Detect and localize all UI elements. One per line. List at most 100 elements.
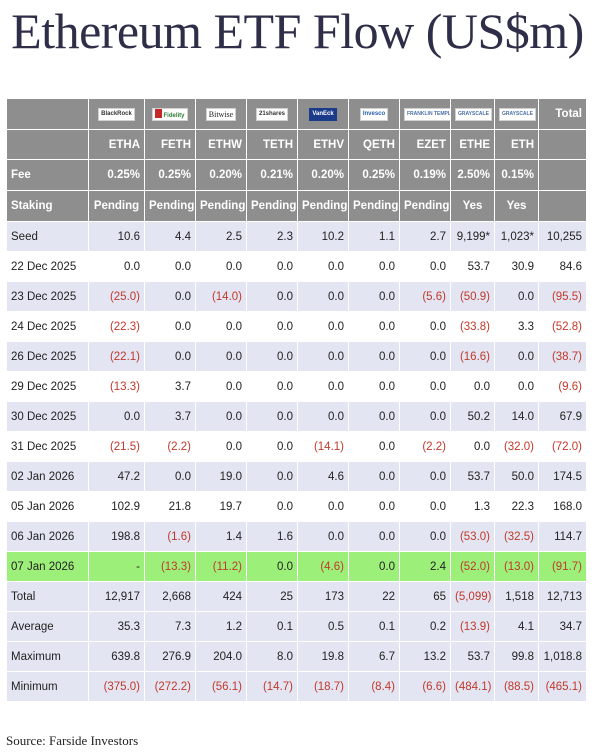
flow-value-cell: 53.7	[450, 641, 495, 672]
flow-value-cell: 2,668	[144, 581, 196, 612]
flow-value-cell: 0.0	[246, 461, 298, 492]
flow-value-cell: (9.6)	[538, 371, 587, 402]
flow-value-cell: 3.7	[144, 371, 196, 402]
flow-value-cell: 0.0	[144, 311, 196, 342]
fee-cell: 0.19%	[399, 159, 451, 191]
flow-value-cell: 0.0	[246, 551, 298, 582]
flow-value-cell: 0.0	[246, 251, 298, 282]
flow-value-cell: (21.5)	[88, 431, 145, 462]
invesco-logo-icon: Invesco	[359, 107, 389, 121]
staking-cell: Yes	[494, 190, 539, 222]
flow-value-cell: 2.5	[195, 221, 247, 252]
flow-value-cell: 204.0	[195, 641, 247, 672]
flow-value-cell: 0.0	[246, 491, 298, 522]
source-note: Source: Farside Investors	[6, 733, 139, 748]
flow-value-cell: (8.4)	[348, 671, 400, 702]
row-label: Total	[6, 581, 89, 612]
flow-value-cell: 0.0	[348, 251, 400, 282]
flow-value-cell: (14.1)	[297, 431, 349, 462]
fee-cell: 0.20%	[195, 159, 247, 191]
table-row: Seed 10.6 4.4 2.5 2.3 10.2 1.1 2.7 9,199* 1,023* 1…	[6, 221, 587, 252]
flow-value-cell: 0.0	[195, 431, 247, 462]
flow-value-cell: (6.6)	[399, 671, 451, 702]
flow-value-cell: 3.7	[144, 401, 196, 432]
flow-value-cell: 0.0	[348, 401, 400, 432]
flow-value-cell: (88.5)	[494, 671, 539, 702]
table-row: 24 Dec 2025 (22.3) 0.0 0.0 0.0 0.0 0.0 0.0 (33.8…	[6, 311, 587, 342]
flow-value-cell: 0.0	[348, 461, 400, 492]
flow-value-cell: (33.8)	[450, 311, 495, 342]
flow-value-cell: 0.0	[88, 251, 145, 282]
flow-value-cell: 639.8	[88, 641, 145, 672]
flow-value-cell: 25	[246, 581, 298, 612]
flow-value-cell: 47.2	[88, 461, 145, 492]
flow-value-cell: 0.0	[399, 311, 451, 342]
staking-cell: Pending	[144, 190, 196, 222]
flow-value-cell: 35.3	[88, 611, 145, 642]
fee-cell: 0.20%	[297, 159, 349, 191]
flow-value-cell: (95.5)	[538, 281, 587, 312]
flow-value-cell: 0.0	[494, 281, 539, 312]
flow-value-cell: 0.0	[297, 311, 349, 342]
fee-cell: 0.15%	[494, 159, 539, 191]
flow-value-cell: 4.6	[297, 461, 349, 492]
bitwise-logo-icon: Bitwise	[205, 107, 237, 121]
staking-row: Staking Pending Pending Pending Pending …	[6, 190, 587, 222]
etf-flow-table: BlackRock Fidelity Bitwise 21shares VanE…	[6, 98, 587, 702]
flow-value-cell: 0.0	[399, 251, 451, 282]
row-label: 05 Jan 2026	[6, 491, 89, 522]
flow-value-cell: 50.0	[494, 461, 539, 492]
flow-value-cell: 9,199*	[450, 221, 495, 252]
ticker-cell: ETHW	[195, 129, 247, 160]
staking-cell: Pending	[348, 190, 400, 222]
flow-value-cell: 0.0	[246, 311, 298, 342]
flow-value-cell: (2.2)	[399, 431, 451, 462]
flow-value-cell: 10.2	[297, 221, 349, 252]
flow-value-cell: 0.0	[195, 371, 247, 402]
staking-label: Staking	[6, 190, 89, 222]
flow-value-cell: (14.0)	[195, 281, 247, 312]
flow-value-cell: 0.0	[348, 281, 400, 312]
flow-value-cell: 0.2	[399, 611, 451, 642]
flow-value-cell: 1,018.8	[538, 641, 587, 672]
flow-value-cell: (53.0)	[450, 521, 495, 552]
fee-label: Fee	[6, 159, 89, 191]
table-row: Average 35.3 7.3 1.2 0.1 0.5 0.1 0.2 (13.9) 4.1 34…	[6, 611, 587, 642]
flow-value-cell: 34.7	[538, 611, 587, 642]
flow-value-cell: 1.2	[195, 611, 247, 642]
total-column-header: Total	[538, 98, 587, 130]
table-row: Total 12,917 2,668 424 25 173 22 65 (5,099) 1,518…	[6, 581, 587, 612]
flow-value-cell: 1,518	[494, 581, 539, 612]
table-row: 22 Dec 2025 0.0 0.0 0.0 0.0 0.0 0.0 0.0 53.7 30.9…	[6, 251, 587, 282]
flow-value-cell: 173	[297, 581, 349, 612]
flow-value-cell: 0.0	[399, 341, 451, 372]
row-label: 22 Dec 2025	[6, 251, 89, 282]
flow-value-cell: 0.0	[88, 401, 145, 432]
flow-value-cell: 0.0	[144, 461, 196, 492]
flow-value-cell: 67.9	[538, 401, 587, 432]
flow-value-cell: (484.1)	[450, 671, 495, 702]
flow-value-cell: 7.3	[144, 611, 196, 642]
flow-value-cell: 4.1	[494, 611, 539, 642]
fidelity-logo-text: Fidelity	[163, 112, 185, 119]
flow-value-cell: 1.4	[195, 521, 247, 552]
flow-value-cell: (272.2)	[144, 671, 196, 702]
flow-value-cell: 22	[348, 581, 400, 612]
flow-value-cell: (13.0)	[494, 551, 539, 582]
flow-value-cell: 2.3	[246, 221, 298, 252]
flow-value-cell: 8.0	[246, 641, 298, 672]
flow-value-cell: 1,023*	[494, 221, 539, 252]
flow-value-cell: 0.0	[348, 371, 400, 402]
flow-value-cell: 0.0	[399, 491, 451, 522]
flow-value-cell: 0.0	[195, 401, 247, 432]
flow-value-cell: 0.0	[297, 521, 349, 552]
ticker-cell: ETHE	[450, 129, 495, 160]
flow-value-cell: 0.0	[246, 371, 298, 402]
flow-value-cell: 0.0	[399, 401, 451, 432]
flow-value-cell: 174.5	[538, 461, 587, 492]
flow-value-cell: (52.0)	[450, 551, 495, 582]
flow-value-cell: 0.0	[246, 341, 298, 372]
corner-cell	[6, 98, 89, 130]
flow-value-cell: 0.0	[348, 341, 400, 372]
21shares-logo-icon: 21shares	[255, 107, 289, 121]
